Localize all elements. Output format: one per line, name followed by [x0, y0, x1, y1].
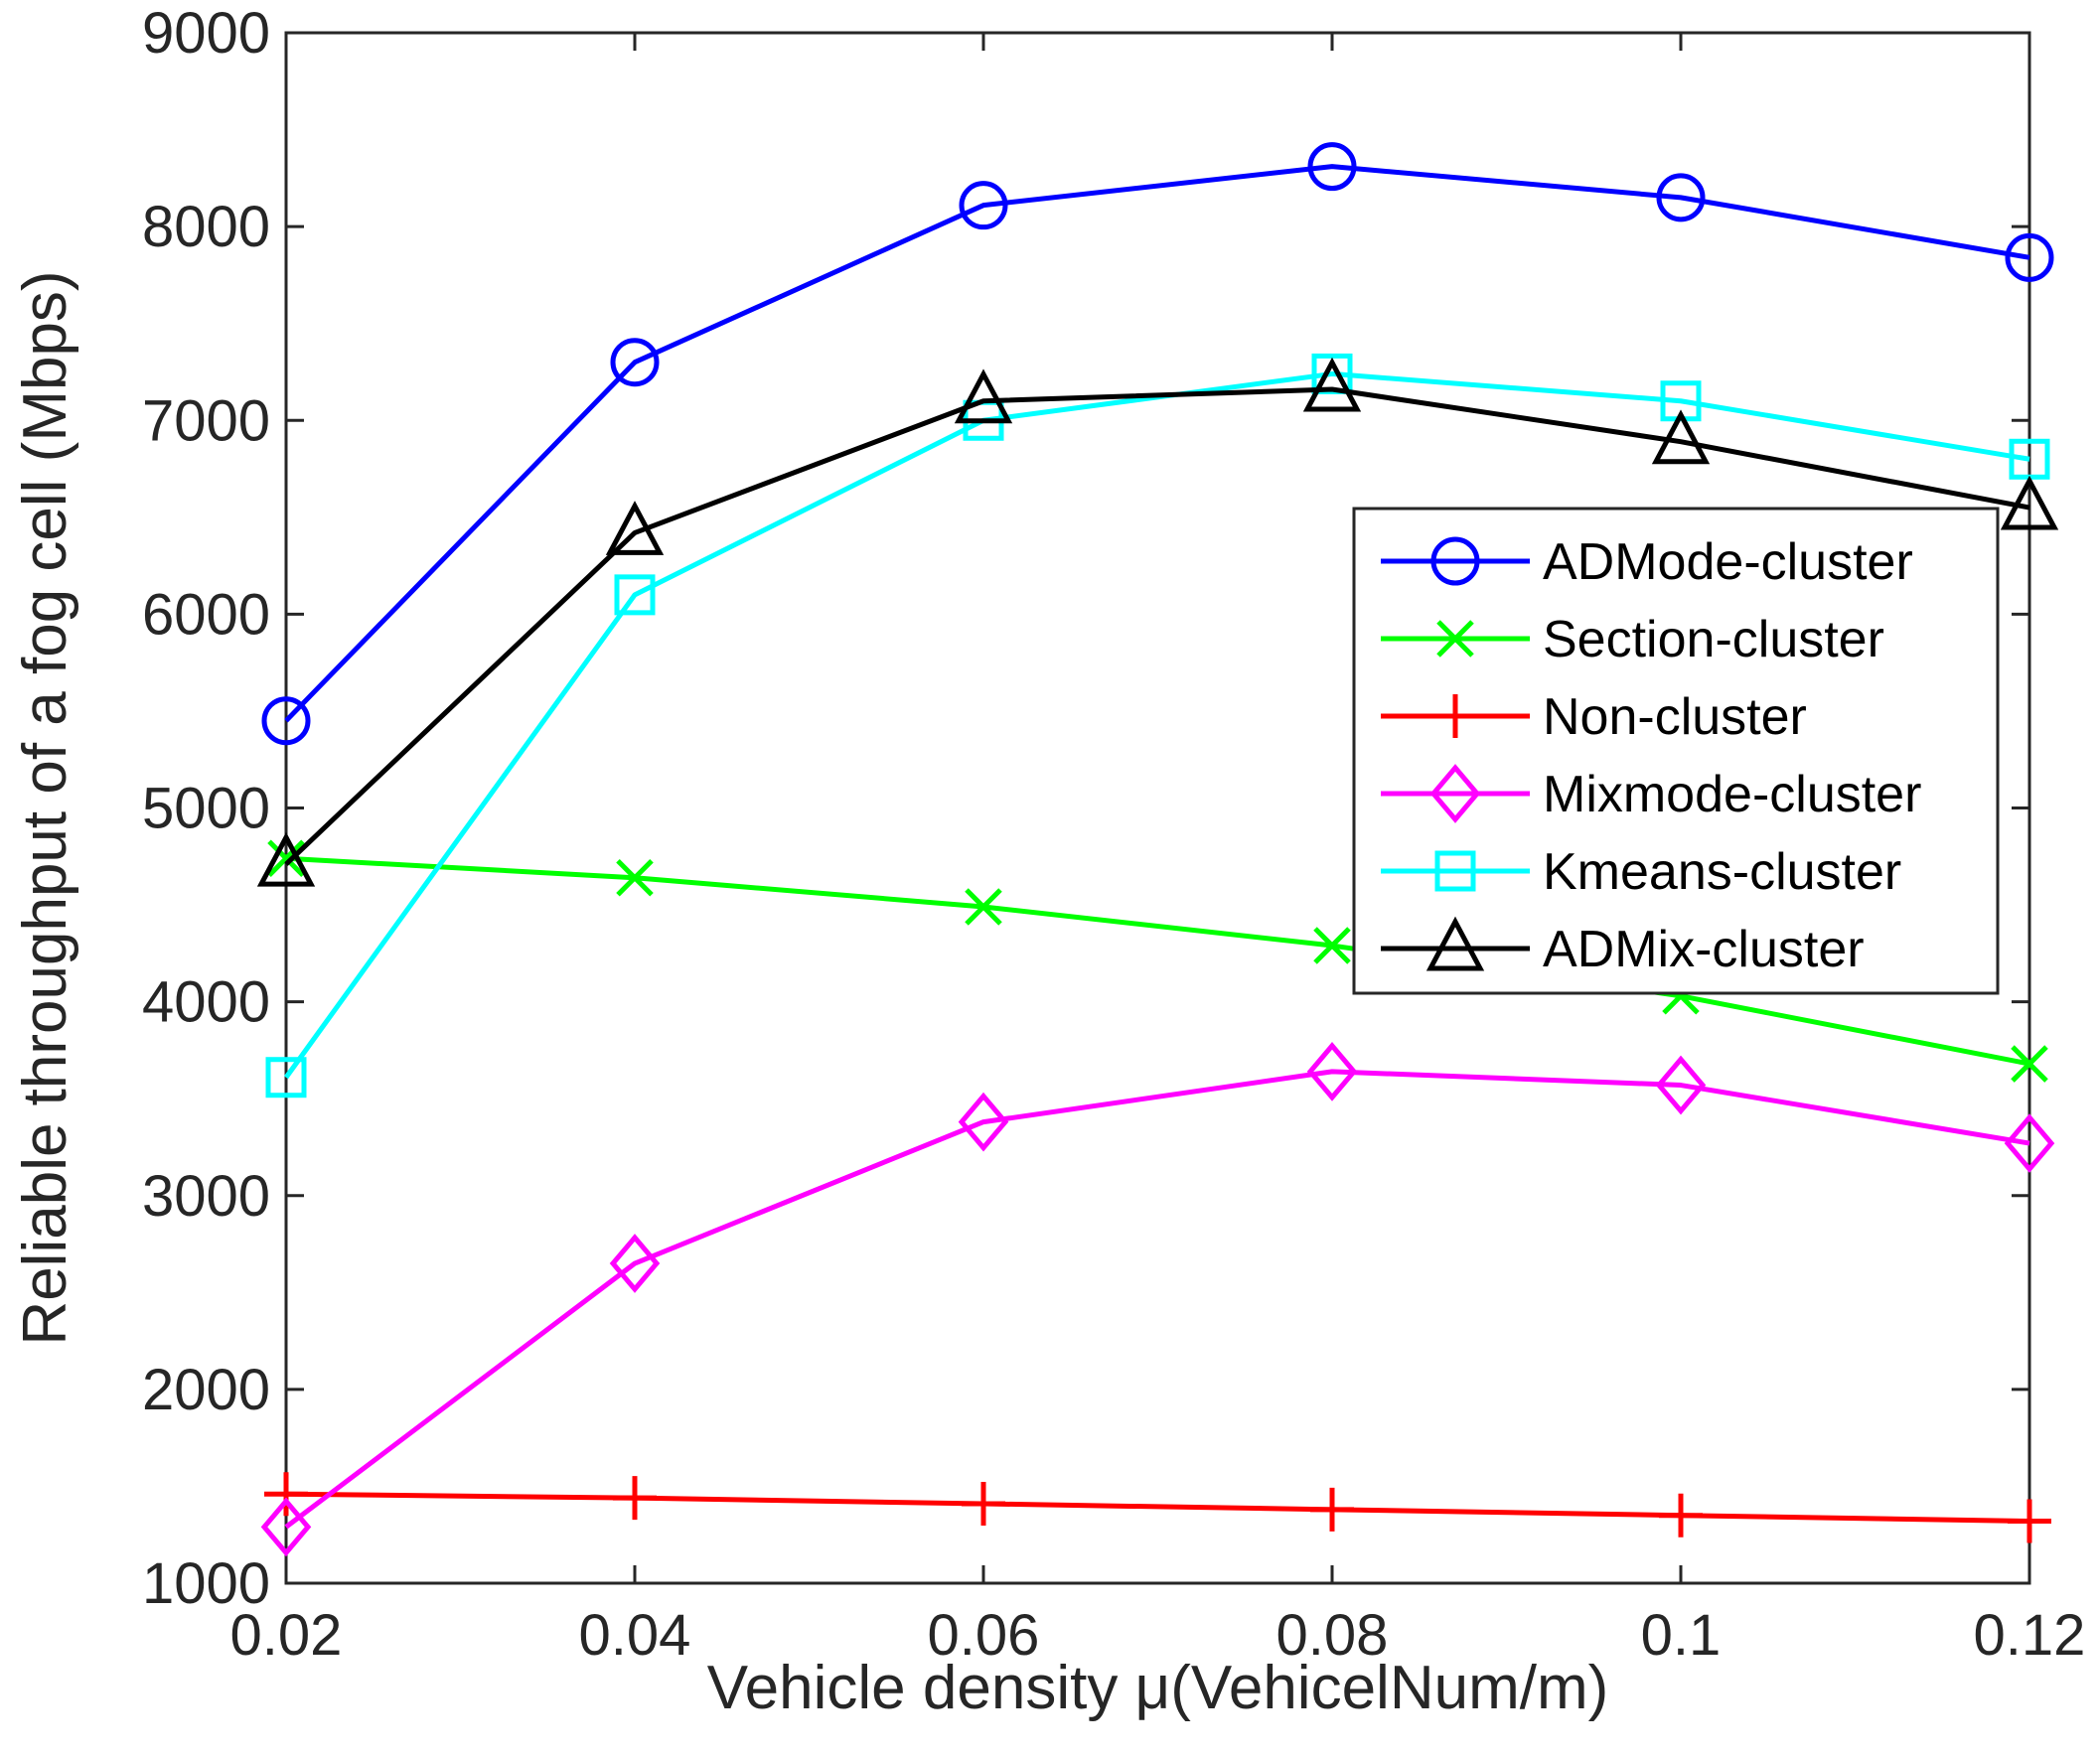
legend-label-admode-cluster: ADMode-cluster — [1543, 533, 1913, 591]
legend-label-kmeans-cluster: Kmeans-cluster — [1543, 843, 1901, 901]
x-tick-label: 0.04 — [579, 1603, 691, 1668]
legend-entry-kmeans-cluster: Kmeans-cluster — [1381, 843, 1901, 901]
x-tick-label: 0.08 — [1276, 1603, 1389, 1668]
legend-label-section-cluster: Section-cluster — [1543, 611, 1884, 668]
data-point-mixmode-cluster — [958, 1092, 1009, 1152]
data-point-admix-cluster — [605, 501, 665, 555]
data-point-admix-cluster — [1651, 409, 1711, 465]
y-tick-label: 3000 — [142, 1164, 270, 1229]
tick-marks — [284, 31, 2031, 1585]
legend-marker-kmeans-cluster — [1434, 850, 1476, 892]
data-point-admode-cluster — [261, 696, 311, 746]
legend-label-admix-cluster: ADMix-cluster — [1543, 921, 1865, 978]
data-point-admode-cluster — [1307, 142, 1357, 192]
legend-marker-admix-cluster — [1425, 916, 1485, 971]
y-tick-label: 4000 — [142, 970, 270, 1035]
legend-entry-admix-cluster: ADMix-cluster — [1381, 916, 1865, 978]
series-line-admix-cluster — [284, 386, 2030, 866]
data-point-non-cluster — [613, 1476, 657, 1521]
series-line-mixmode-cluster — [284, 1069, 2030, 1530]
data-point-section-cluster — [1313, 927, 1351, 964]
data-point-non-cluster — [2008, 1499, 2051, 1543]
series-admix-cluster — [256, 357, 2059, 887]
series-section-cluster — [267, 839, 2048, 1083]
series-mixmode-cluster — [260, 1041, 2055, 1557]
legend-marker-non-cluster — [1433, 694, 1477, 738]
data-point-kmeans-cluster — [614, 574, 656, 616]
data-point-admode-cluster — [610, 338, 660, 387]
legend: ADMode-cluster Section-cluster Non-cluster… — [1352, 507, 2000, 995]
legend-label-non-cluster: Non-cluster — [1543, 688, 1807, 746]
y-tick-label: 7000 — [142, 388, 270, 453]
data-point-mixmode-cluster — [609, 1234, 661, 1293]
legend-entry-non-cluster: Non-cluster — [1381, 688, 1807, 746]
x-tick-label: 0.12 — [1974, 1603, 2086, 1668]
data-point-admode-cluster — [959, 181, 1008, 230]
data-point-mixmode-cluster — [260, 1497, 312, 1557]
data-point-section-cluster — [2011, 1045, 2048, 1083]
y-tick-label: 5000 — [142, 777, 270, 841]
data-point-admode-cluster — [1656, 173, 1706, 222]
x-axis-label: Vehicle density μ(VehicelNum/m) — [707, 1654, 1609, 1722]
data-point-admix-cluster — [256, 831, 316, 887]
data-point-mixmode-cluster — [1306, 1041, 1358, 1101]
tick-labels: 0.02 0.04 0.06 0.08 0.1 0.12 1000 2000 3000 4000 5… — [142, 1, 2085, 1668]
data-point-non-cluster — [264, 1472, 308, 1517]
legend-box — [1352, 507, 2000, 995]
legend-marker-section-cluster — [1436, 620, 1474, 658]
data-point-section-cluster — [267, 839, 305, 877]
legend-label-mixmode-cluster: Mixmode-cluster — [1543, 766, 1921, 823]
data-point-non-cluster — [962, 1482, 1005, 1526]
legend-entry-section-cluster: Section-cluster — [1381, 611, 1884, 668]
legend-entry-admode-cluster: ADMode-cluster — [1381, 533, 1913, 591]
series-non-cluster — [264, 1472, 2051, 1543]
y-tick-label: 6000 — [142, 582, 270, 647]
x-tick-label: 0.06 — [928, 1603, 1040, 1668]
legend-entry-mixmode-cluster: Mixmode-cluster — [1381, 764, 1921, 823]
series-line-section-cluster — [285, 855, 2030, 1067]
y-axis-label: Reliable throughput of a fog cell (Mbps) — [11, 270, 79, 1345]
x-tick-label: 0.02 — [230, 1603, 343, 1668]
data-point-non-cluster — [1659, 1493, 1703, 1538]
data-point-admix-cluster — [2000, 475, 2059, 530]
series-line-admode-cluster — [284, 164, 2030, 723]
data-point-section-cluster — [616, 858, 654, 897]
series-layer — [256, 142, 2059, 1557]
data-point-mixmode-cluster — [1655, 1055, 1707, 1115]
data-point-admix-cluster — [1302, 357, 1362, 412]
x-tick-label: 0.1 — [1641, 1603, 1722, 1668]
data-point-non-cluster — [1310, 1487, 1354, 1532]
data-point-admode-cluster — [2005, 232, 2054, 282]
series-line-non-cluster — [285, 1491, 2030, 1525]
data-point-section-cluster — [965, 888, 1002, 926]
data-point-kmeans-cluster — [265, 1057, 307, 1099]
y-tick-label: 8000 — [142, 195, 270, 259]
legend-marker-mixmode-cluster — [1429, 764, 1481, 823]
data-point-mixmode-cluster — [2004, 1113, 2055, 1173]
data-point-admix-cluster — [954, 368, 1013, 424]
y-tick-label: 9000 — [142, 1, 270, 66]
series-admode-cluster — [261, 142, 2054, 746]
y-tick-label: 1000 — [142, 1551, 270, 1616]
y-tick-label: 2000 — [142, 1358, 270, 1422]
legend-marker-admode-cluster — [1430, 536, 1480, 586]
